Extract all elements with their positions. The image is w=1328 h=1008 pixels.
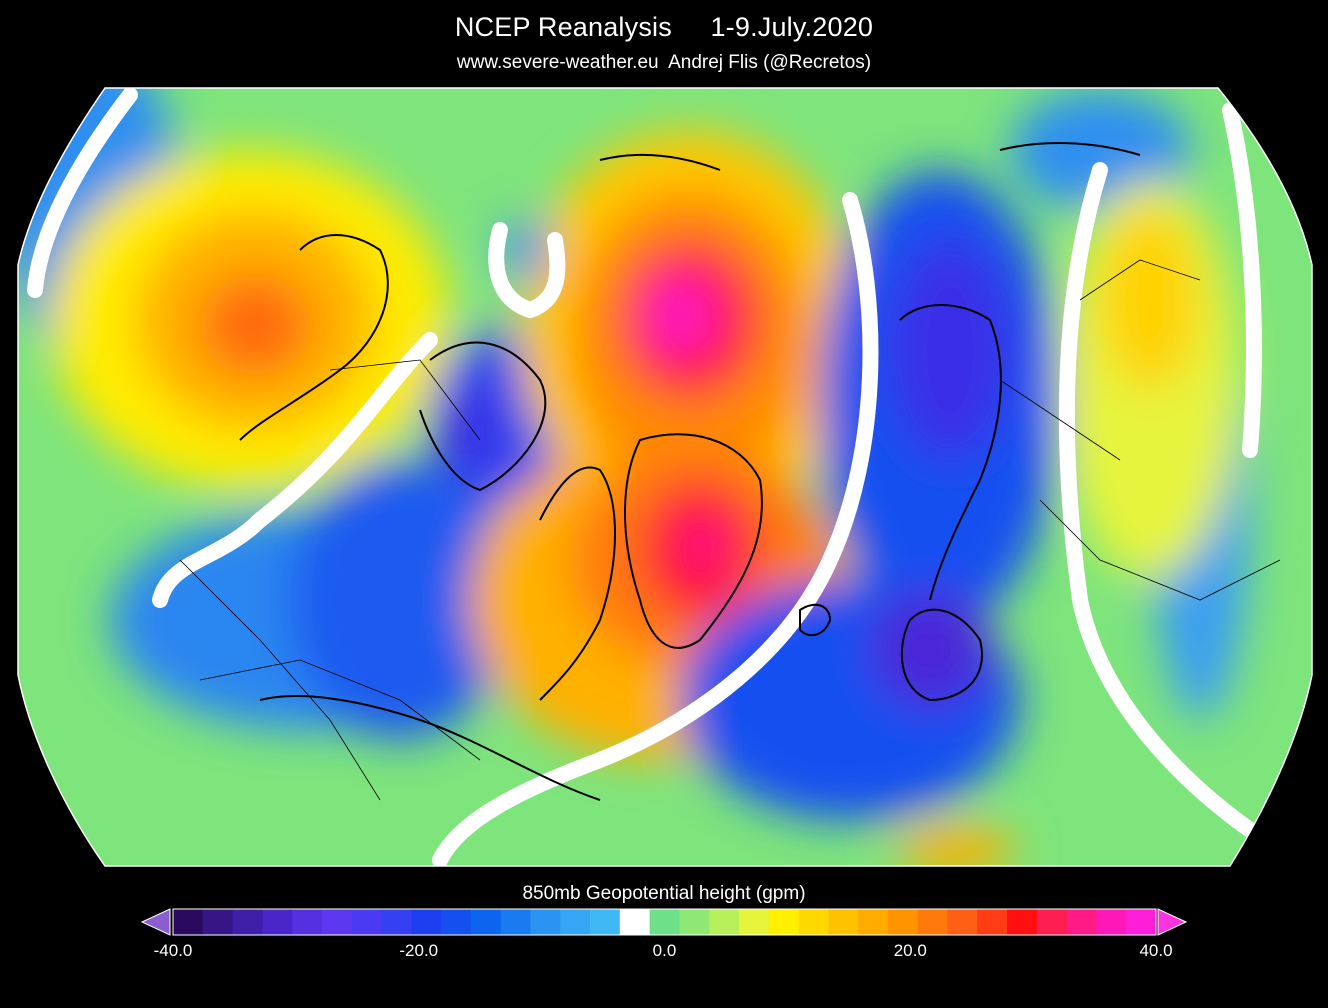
borders <box>179 259 1281 801</box>
colorbar-cell <box>232 909 263 935</box>
colorbar-cell <box>1096 909 1127 935</box>
colorbar-cell <box>858 909 889 935</box>
colorbar-cell <box>917 909 949 935</box>
map-border <box>17 87 1313 867</box>
colorbar-cell <box>619 909 651 935</box>
colorbar-cell <box>947 909 978 935</box>
colorbar-cell <box>411 909 442 935</box>
colorbar-cell <box>828 909 859 935</box>
colorbar-cell <box>262 909 293 935</box>
colorbar-cell <box>441 909 472 935</box>
colorbar-cell <box>887 909 919 935</box>
coastlines <box>239 142 1141 801</box>
colorbar-cell <box>381 909 412 935</box>
colorbar-cell <box>768 909 800 935</box>
colorbar-cell <box>649 909 680 935</box>
colorbar-cell <box>1007 909 1038 935</box>
anomaly-map <box>17 87 1313 867</box>
colorbar-title: 850mb Geopotential height (gpm) <box>522 883 806 904</box>
colorbar-cell <box>709 909 740 935</box>
colorbar-cell <box>470 909 502 935</box>
chart-title: NCEP Reanalysis 1-9.July.2020 <box>454 12 874 42</box>
colorbar-cell <box>1036 909 1068 935</box>
colorbar-cell <box>500 909 532 935</box>
colorbar-cell <box>1066 909 1098 935</box>
zero-contour <box>27 88 1262 866</box>
colorbar-cell <box>292 909 323 935</box>
colorbar-cell <box>738 909 770 935</box>
colorbar-cell <box>560 909 591 935</box>
colorbar-cell <box>1126 909 1157 935</box>
colorbar-cell <box>798 909 829 935</box>
colorbar-cell <box>321 909 353 935</box>
chart-subtitle: www.severe-weather.eu Andrej Flis (@Recr… <box>456 52 872 73</box>
anomaly-shading <box>18 88 1250 866</box>
colorbar-arrow-low <box>140 908 171 936</box>
colorbar-cell <box>977 909 1008 935</box>
colorbar-cell <box>530 909 561 935</box>
map-svg <box>17 87 1313 867</box>
colorbar-cell <box>202 909 234 935</box>
colorbar-tick-label: 20.0 <box>893 941 927 960</box>
colorbar-tick-label: 40.0 <box>1139 941 1173 960</box>
colorbar-tick-label: -20.0 <box>399 941 439 960</box>
colorbar-arrow-high <box>1157 908 1188 936</box>
colorbar-cell <box>590 909 621 935</box>
colorbar-cell <box>679 909 710 935</box>
colorbar-frame <box>172 908 1157 936</box>
colorbar-cell <box>351 909 383 935</box>
colorbar-cell <box>173 909 204 935</box>
colorbar-tick-label: 0.0 <box>652 941 677 960</box>
colorbar-tick-label: -40.0 <box>153 941 193 960</box>
